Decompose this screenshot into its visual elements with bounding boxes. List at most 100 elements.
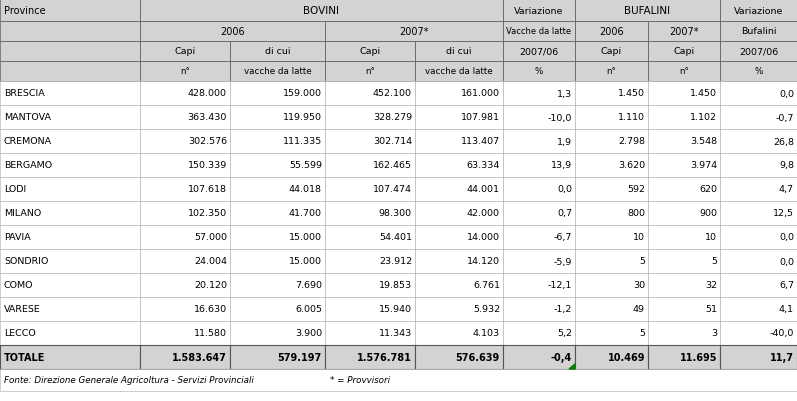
Text: 428.000: 428.000 [188,89,227,98]
Text: 5: 5 [639,329,645,338]
Bar [720,321,797,345]
Bar [325,225,415,249]
Text: 1.583.647: 1.583.647 [172,352,227,362]
Bar [720,106,797,130]
Bar [575,82,648,106]
Text: 3.548: 3.548 [690,137,717,146]
Bar [415,225,503,249]
Bar [230,82,325,106]
Bar [140,22,325,42]
Text: 98.300: 98.300 [379,209,412,218]
Bar [140,297,230,321]
Bar [575,130,648,154]
Bar [230,42,325,62]
Text: 16.630: 16.630 [194,305,227,314]
Text: 1,9: 1,9 [557,137,572,146]
Text: 10.469: 10.469 [607,352,645,362]
Bar [575,178,648,201]
Text: 20.120: 20.120 [194,281,227,290]
Bar [575,42,648,62]
Text: BRESCIA: BRESCIA [4,89,45,98]
Bar [0,22,140,42]
Bar [648,154,720,178]
Bar [0,0,140,22]
Text: -6,7: -6,7 [554,233,572,242]
Text: 452.100: 452.100 [373,89,412,98]
Bar [648,249,720,273]
Text: vacche da latte: vacche da latte [244,67,312,76]
Text: 51: 51 [705,305,717,314]
Bar [415,297,503,321]
Bar [648,130,720,154]
Bar [575,154,648,178]
Text: 11.695: 11.695 [680,352,717,362]
Bar [720,62,797,82]
Text: 41.700: 41.700 [289,209,322,218]
Bar [503,321,575,345]
Text: -1,2: -1,2 [554,305,572,314]
Text: 2007*: 2007* [399,27,429,37]
Text: SONDRIO: SONDRIO [4,257,49,266]
Bar [0,82,140,106]
Bar [0,297,140,321]
Bar [720,154,797,178]
Text: BUFALINI: BUFALINI [624,6,670,16]
Text: 1.102: 1.102 [690,113,717,122]
Text: 119.950: 119.950 [283,113,322,122]
Bar [140,201,230,225]
Bar [648,22,720,42]
Bar [720,201,797,225]
Text: 107.618: 107.618 [188,185,227,194]
Bar [720,345,797,369]
Bar [325,82,415,106]
Text: PAVIA: PAVIA [4,233,31,242]
Bar [230,130,325,154]
Bar [720,297,797,321]
Bar [575,249,648,273]
Bar [575,321,648,345]
Bar [648,297,720,321]
Text: 57.000: 57.000 [194,233,227,242]
Bar [0,321,140,345]
Text: Capi: Capi [175,47,195,57]
Bar [325,201,415,225]
Bar [648,62,720,82]
Text: BOVINI: BOVINI [304,6,340,16]
Text: 302.714: 302.714 [373,137,412,146]
Text: 107.474: 107.474 [373,185,412,194]
Bar [575,62,648,82]
Bar [230,154,325,178]
Bar [140,82,230,106]
Text: 2006: 2006 [599,27,624,37]
Text: n°: n° [679,67,689,76]
Bar [325,22,503,42]
Text: %: % [535,67,544,76]
Text: di cui: di cui [265,47,290,57]
Text: Fonte: Direzione Generale Agricoltura - Servizi Provinciali: Fonte: Direzione Generale Agricoltura - … [4,376,253,385]
Text: 12,5: 12,5 [773,209,794,218]
Text: 3.974: 3.974 [690,161,717,170]
Text: 576.639: 576.639 [456,352,500,362]
Bar [575,225,648,249]
Bar [720,249,797,273]
Text: 11,7: 11,7 [770,352,794,362]
Text: 4,1: 4,1 [779,305,794,314]
Bar [720,225,797,249]
Text: -5,9: -5,9 [554,257,572,266]
Bar [415,201,503,225]
Bar [0,225,140,249]
Polygon shape [569,364,575,369]
Text: 10: 10 [705,233,717,242]
Text: n°: n° [607,67,616,76]
Bar [575,273,648,297]
Text: 111.335: 111.335 [283,137,322,146]
Text: TOTALE: TOTALE [4,352,45,362]
Bar [140,130,230,154]
Bar [575,106,648,130]
Text: MANTOVA: MANTOVA [4,113,51,122]
Bar [648,225,720,249]
Text: 113.407: 113.407 [461,137,500,146]
Bar [230,106,325,130]
Text: 42.000: 42.000 [467,209,500,218]
Text: VARESE: VARESE [4,305,41,314]
